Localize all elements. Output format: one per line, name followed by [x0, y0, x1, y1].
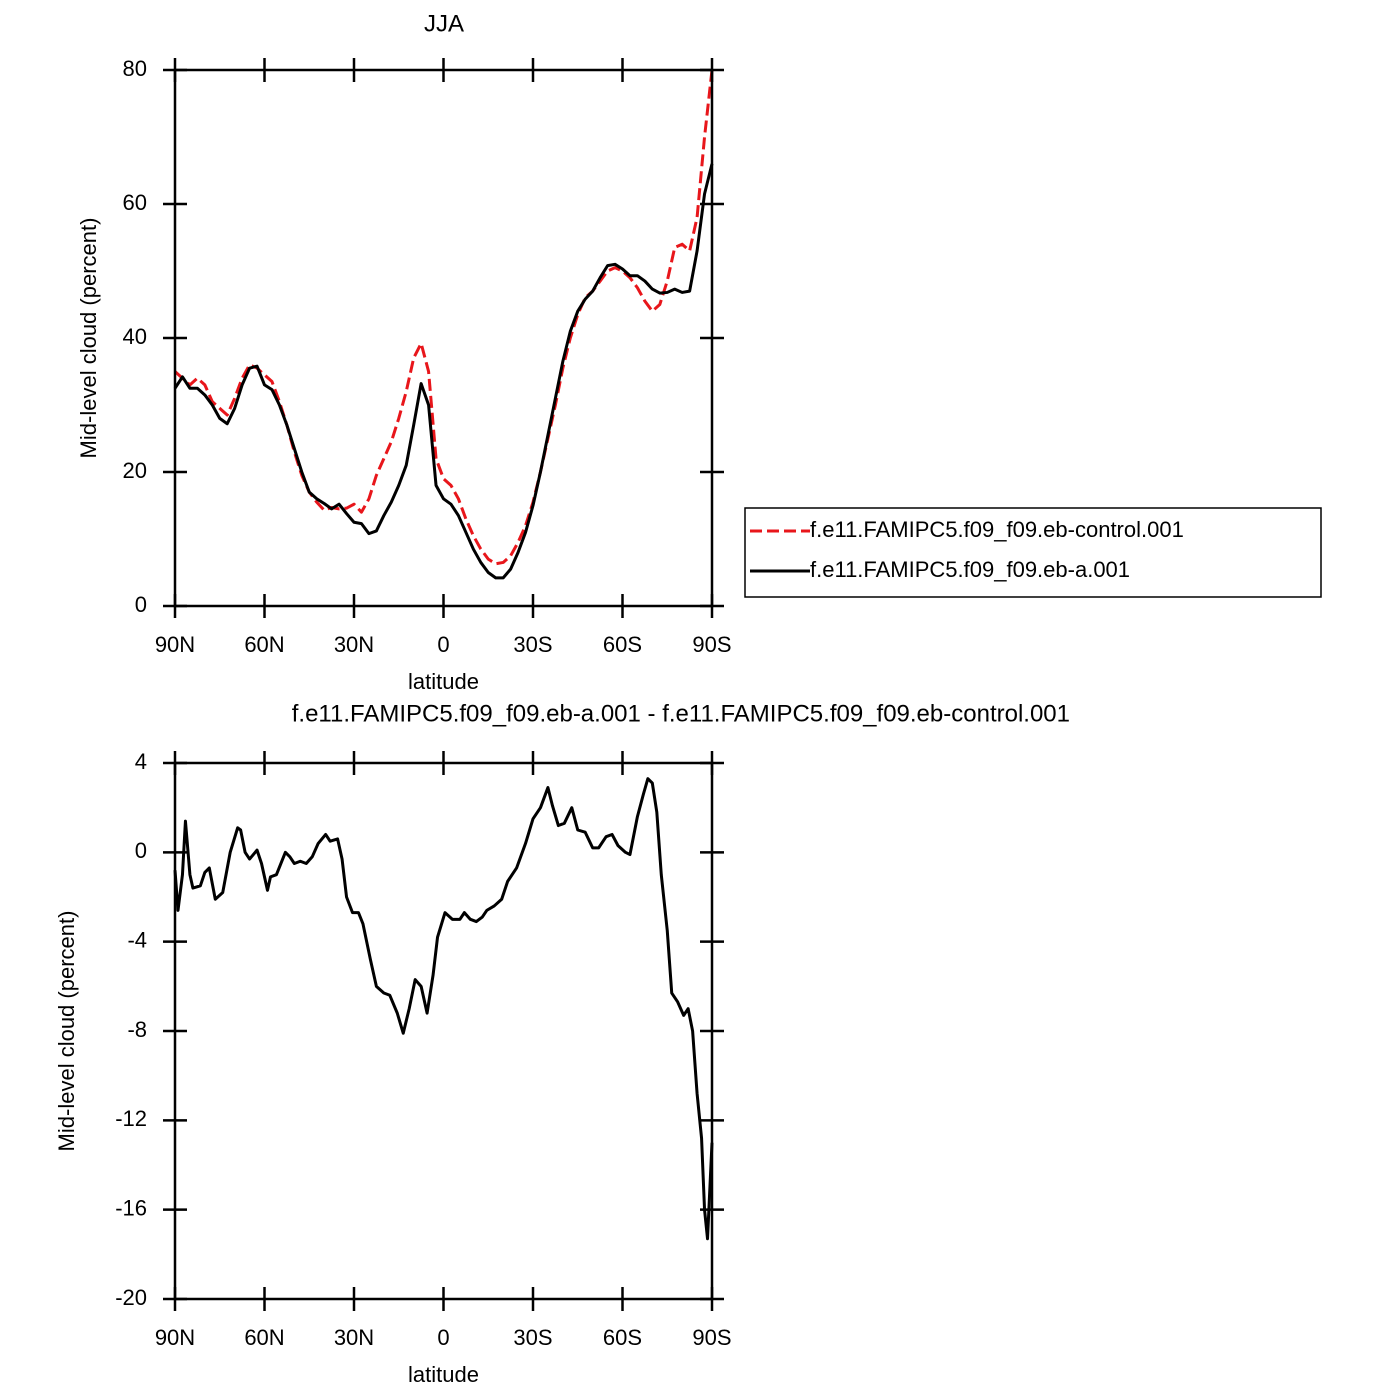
plot-frame [173, 68, 714, 608]
chart-title: f.e11.FAMIPC5.f09_f09.eb-a.001 - f.e11.F… [292, 700, 1070, 727]
x-tick-label: 60N [244, 1325, 284, 1350]
x-tick-label: 60S [603, 1325, 642, 1350]
y-tick-label: -20 [115, 1285, 147, 1310]
x-tick-label: 60N [244, 632, 284, 657]
y-tick-label: 60 [123, 190, 147, 215]
y-tick-label: 0 [135, 838, 147, 863]
y-axis-label: Mid-level cloud (percent) [76, 218, 101, 459]
x-tick-label: 30N [334, 632, 374, 657]
legend-label: f.e11.FAMIPC5.f09_f09.eb-a.001 [810, 557, 1130, 582]
x-tick-label: 90N [155, 632, 195, 657]
y-tick-label: -4 [127, 927, 147, 952]
y-tick-label: 40 [123, 324, 147, 349]
chart-title: JJA [424, 10, 464, 37]
x-tick-label: 30S [513, 1325, 552, 1350]
x-axis-label: latitude [408, 1362, 479, 1387]
y-tick-label: 0 [135, 592, 147, 617]
y-tick-label: -8 [127, 1017, 147, 1042]
x-tick-label: 30S [513, 632, 552, 657]
legend-box [744, 507, 1322, 598]
x-tick-label: 0 [437, 632, 449, 657]
data-line [173, 777, 714, 1241]
x-tick-label: 90N [155, 1325, 195, 1350]
y-tick-label: 80 [123, 56, 147, 81]
y-tick-label: 20 [123, 458, 147, 483]
y-tick-label: -12 [115, 1106, 147, 1131]
legend-label: f.e11.FAMIPC5.f09_f09.eb-control.001 [810, 517, 1184, 542]
x-tick-label: 60S [603, 632, 642, 657]
x-tick-label: 0 [437, 1325, 449, 1350]
x-tick-label: 30N [334, 1325, 374, 1350]
y-tick-label: -16 [115, 1195, 147, 1220]
y-axis-label: Mid-level cloud (percent) [54, 911, 79, 1152]
x-tick-label: 90S [692, 1325, 731, 1350]
y-tick-label: 4 [135, 749, 147, 774]
x-axis-label: latitude [408, 669, 479, 694]
data-line [173, 69, 714, 566]
x-tick-label: 90S [692, 632, 731, 657]
data-line [173, 163, 714, 580]
